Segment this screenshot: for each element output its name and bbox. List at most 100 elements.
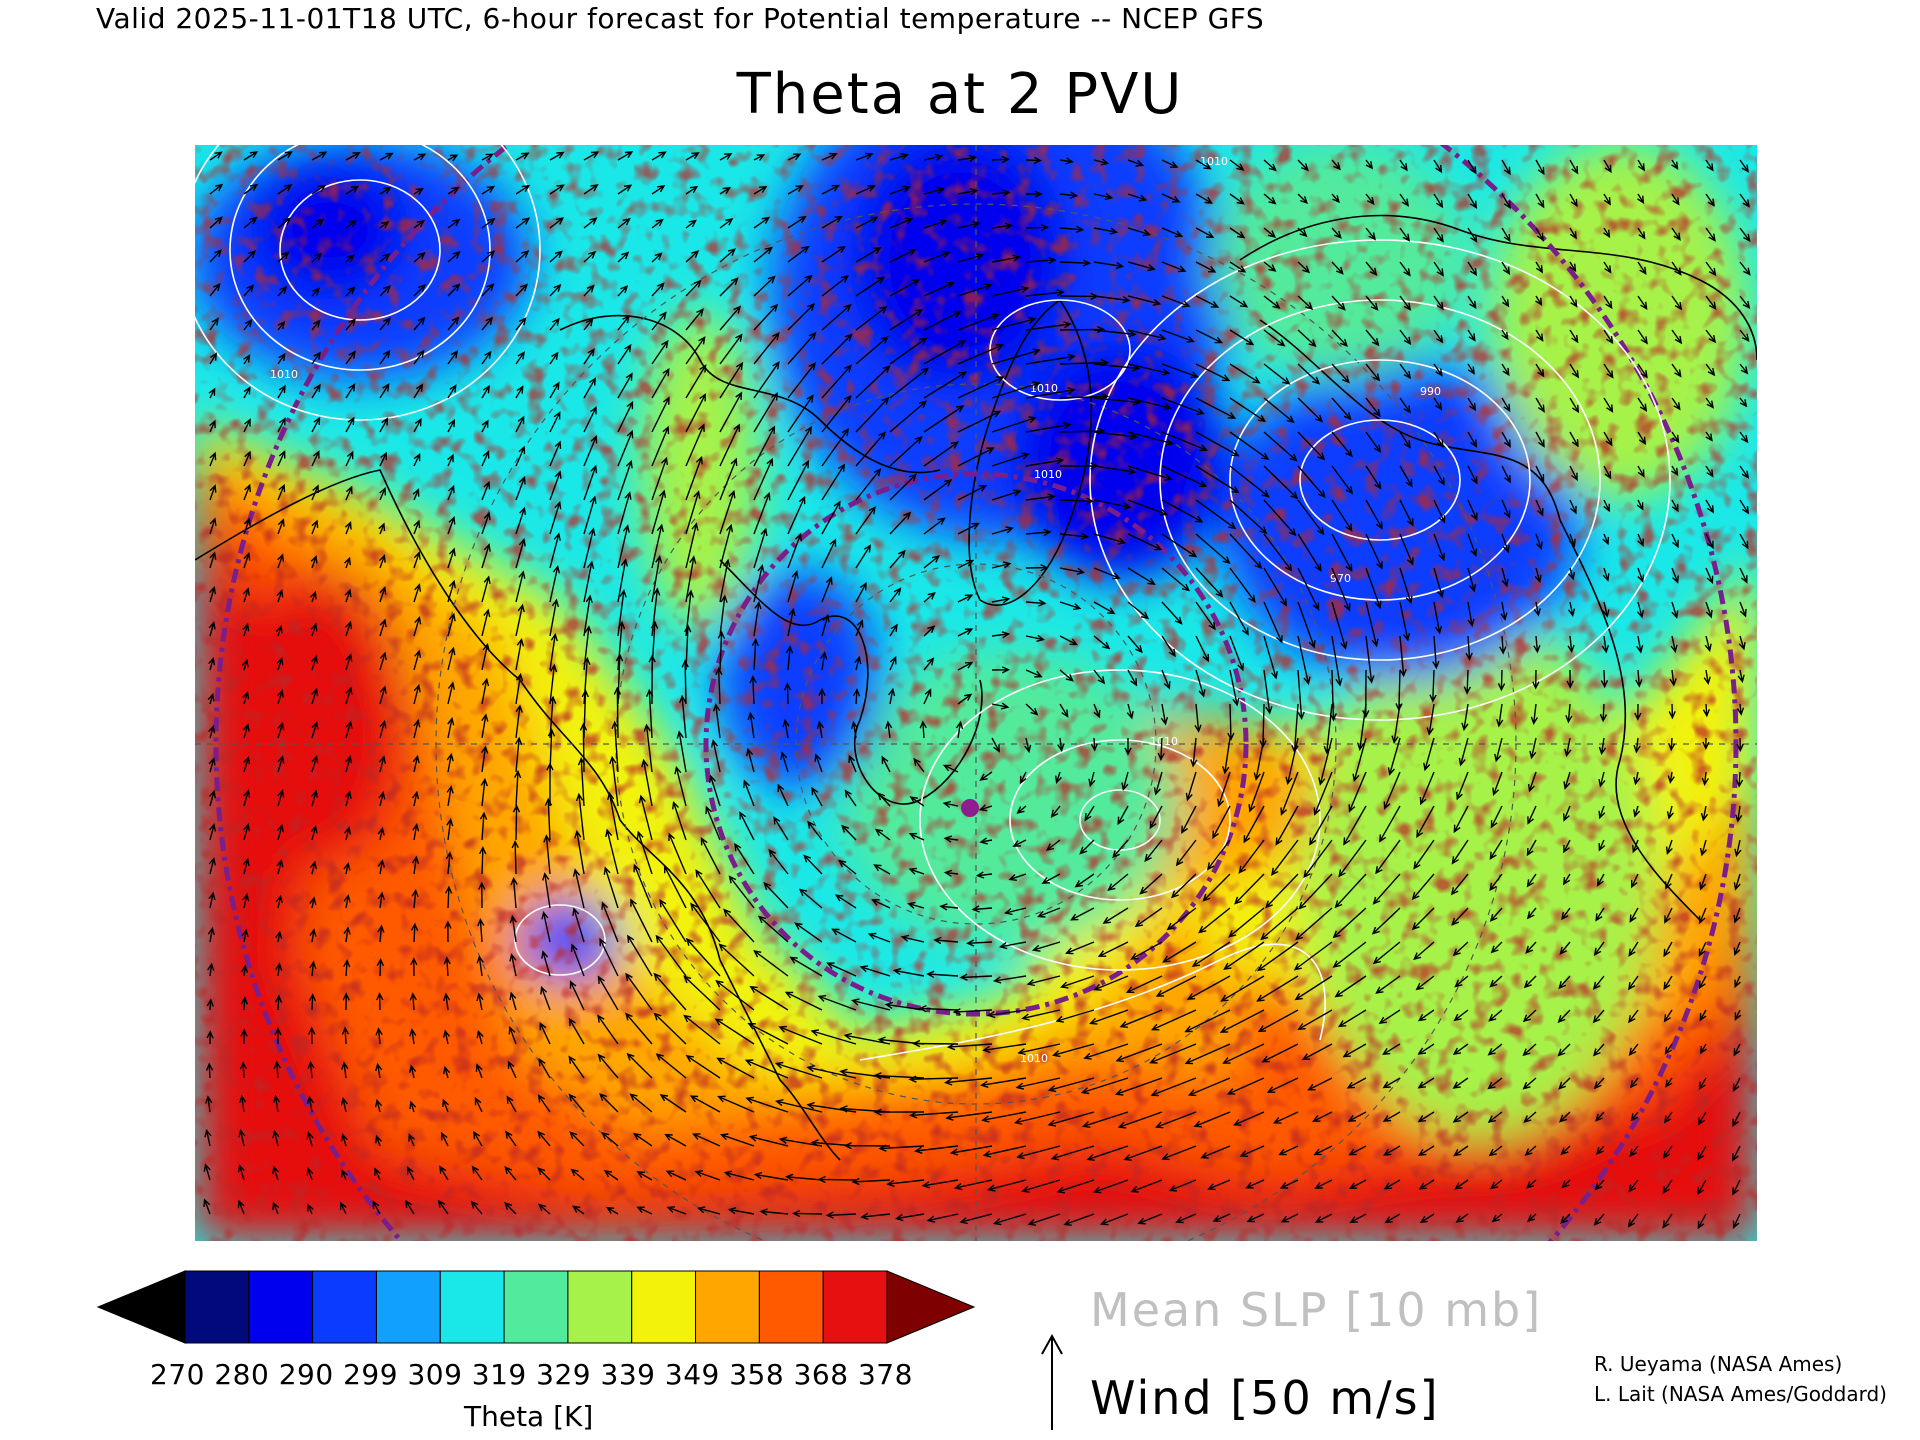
wind-arrow [844, 789, 857, 807]
wind-arrow [1739, 193, 1750, 208]
forecast-valid-line: Valid 2025-11-01T18 UTC, 6-hour forecast… [96, 2, 1265, 35]
wind-arrow [878, 1144, 925, 1152]
wind-arrow [309, 896, 317, 909]
wind-arrow [277, 217, 292, 229]
colorbar-tick-labels: 270 280 290 299 309 319 329 339 349 358 … [150, 1358, 913, 1391]
wind-arrow [603, 1169, 619, 1181]
wind-arrow [1195, 669, 1206, 698]
wind-arrow [1017, 1043, 1061, 1056]
wind-arrow [1433, 601, 1443, 635]
wind-arrow [549, 564, 561, 603]
wind-arrow [1399, 499, 1414, 527]
wind-arrow [1601, 635, 1610, 654]
wind-arrow [1705, 601, 1713, 619]
wind-arrow [1347, 1111, 1367, 1122]
wind-arrow [1297, 363, 1321, 385]
wind-arrow [379, 719, 387, 739]
wind-arrow [1245, 1179, 1265, 1189]
wind-arrow [1467, 363, 1475, 375]
wind-arrow [1501, 533, 1510, 554]
credit-line: R. Ueyama (NASA Ames) [1594, 1352, 1843, 1376]
wind-arrow [664, 1133, 687, 1147]
wind-arrow [719, 277, 739, 297]
wind-arrow [617, 285, 629, 297]
wind-arrow [1732, 1077, 1741, 1093]
wind-arrow [1697, 1179, 1707, 1196]
wind-arrow [1433, 533, 1446, 562]
wind-arrow [615, 653, 624, 705]
wind-arrow [1080, 1077, 1129, 1095]
wind-arrow [753, 950, 789, 977]
wind-arrow [379, 451, 387, 467]
wind-arrow [1418, 1179, 1435, 1190]
wind-arrow [751, 637, 760, 671]
wind-arrow [1501, 329, 1509, 341]
wind-arrow [375, 1062, 383, 1079]
wind-legend-arrow-head [1041, 1333, 1063, 1355]
wind-arrow [685, 279, 702, 297]
wind-arrow [311, 252, 323, 263]
wind-arrow [1121, 771, 1129, 792]
wind-arrow [719, 333, 743, 365]
wind-arrow [209, 249, 223, 263]
slp-contour-east-4 [1089, 239, 1671, 721]
wind-arrow [515, 317, 527, 331]
wind-arrow [204, 1128, 212, 1147]
wind-arrow [926, 970, 959, 979]
wind-arrow [719, 391, 743, 433]
wind-arrow [1309, 805, 1333, 846]
wind-arrow [1501, 363, 1510, 377]
wind-arrow [855, 396, 890, 433]
wind-arrow [821, 576, 833, 603]
wind-arrow [1417, 1111, 1435, 1123]
wind-arrow [447, 316, 460, 331]
wind-arrow [1399, 329, 1412, 346]
wind-arrow [753, 246, 773, 263]
wind-arrow [685, 364, 707, 399]
wind-arrow [753, 331, 780, 365]
wind-arrow [719, 489, 736, 535]
wind-arrow [1365, 533, 1383, 570]
colorbar-swatch [312, 1270, 377, 1344]
wind-arrow [1450, 873, 1469, 896]
wind-arrow [683, 1014, 721, 1045]
wind-arrow [659, 898, 687, 943]
wind-arrow [1637, 159, 1646, 172]
wind-arrow [1127, 465, 1173, 481]
wind-arrow [1093, 431, 1139, 440]
wind-arrow [343, 826, 352, 841]
wind-arrow [309, 928, 317, 943]
wind-arrow [505, 1130, 517, 1147]
wind-arrow [549, 381, 560, 399]
wind-arrow [1331, 533, 1353, 573]
wind-arrow [1603, 159, 1612, 174]
wind-arrow [476, 992, 484, 1011]
wind-arrow [1501, 159, 1511, 176]
wind-arrow [745, 1096, 789, 1113]
wind-arrow [243, 386, 251, 399]
wind-arrow [1378, 1009, 1401, 1024]
wind-arrow [1488, 1009, 1503, 1022]
wind-arrow [206, 1030, 214, 1045]
wind-arrow [1633, 737, 1641, 754]
wind-arrow [998, 941, 1027, 950]
wind-arrow [549, 663, 558, 705]
wind-arrow [209, 317, 219, 331]
wind-arrow [447, 646, 456, 671]
slp-contour-northwest-2 [229, 145, 491, 371]
wind-arrow [515, 385, 524, 399]
wind-arrow [1285, 737, 1299, 786]
wind-arrow [689, 1095, 721, 1113]
wind-arrow [481, 480, 491, 501]
wind-arrow [1198, 907, 1231, 934]
wind-arrow [344, 521, 352, 535]
wind-arrow [957, 313, 1000, 331]
wind-arrow [787, 425, 813, 467]
wind-arrow [1297, 295, 1314, 310]
wind-arrow [481, 250, 496, 263]
wind-arrow [1297, 499, 1325, 536]
wind-arrow [923, 310, 962, 331]
wind-arrow [1365, 601, 1379, 648]
wind-arrow [723, 908, 755, 943]
wind-arrow [1602, 601, 1610, 618]
